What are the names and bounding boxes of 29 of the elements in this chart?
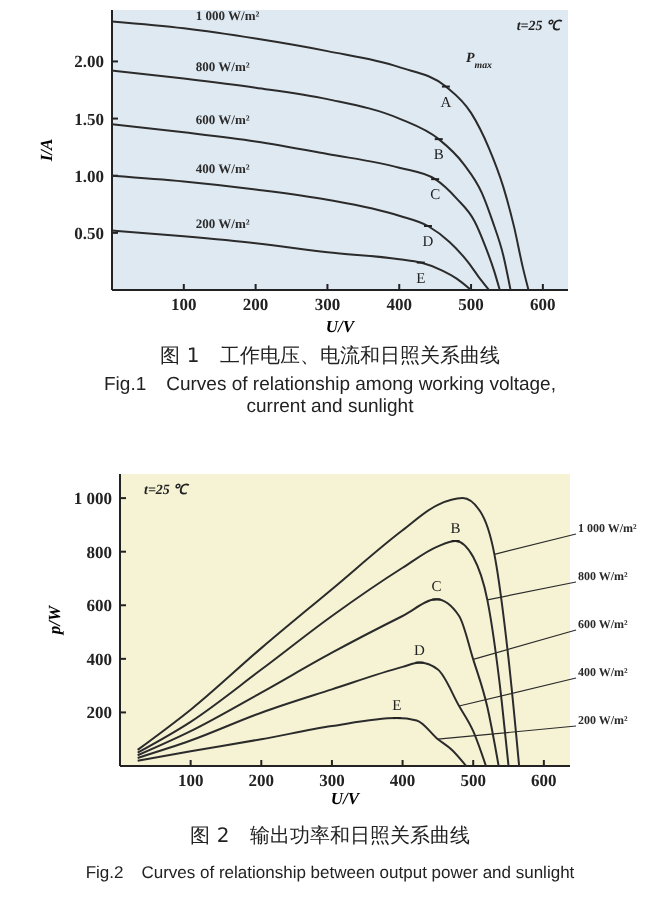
y-tick-label: 1.50	[74, 108, 104, 129]
y-tick-label: 2.00	[74, 51, 104, 72]
x-tick-label: 100	[177, 770, 204, 790]
text: Fig.1 Curves of relationship among working voltage, current and sunlight	[104, 374, 556, 418]
x-axis-title: U/V	[330, 788, 362, 808]
x-axis-title: U/V	[325, 316, 357, 336]
y-axis-title: p/W	[44, 602, 64, 637]
text: Fig.2 Curves of relationship between output power and sunlight	[85, 862, 576, 882]
y-tick-label: 1 000	[73, 488, 112, 509]
x-tick-label: 400	[389, 770, 416, 790]
x-tick-label: 200	[248, 770, 275, 790]
y-tick-label: 0.50	[74, 222, 104, 243]
x-tick-label: 100	[171, 294, 197, 314]
text: 图 1 工作电压、电流和日照关系曲线	[160, 344, 500, 368]
x-tick-label: 200	[242, 294, 269, 314]
y-axis-title: I/A	[36, 138, 56, 164]
text: 图 2 输出功率和日照关系曲线	[190, 824, 470, 848]
y-tick-label: 200	[86, 702, 112, 723]
x-tick-label: 600	[530, 294, 556, 314]
y-tick-label: 800	[86, 541, 112, 562]
y-tick-label: 1.00	[74, 165, 104, 186]
x-tick-label: 400	[386, 294, 412, 314]
y-tick-label: 600	[86, 595, 112, 616]
x-tick-label: 500	[460, 770, 486, 790]
x-tick-label: 600	[531, 770, 557, 790]
y-tick-label: 400	[86, 648, 112, 669]
x-tick-label: 500	[458, 294, 484, 314]
x-tick-label: 300	[319, 770, 345, 790]
x-tick-label: 300	[314, 294, 341, 314]
